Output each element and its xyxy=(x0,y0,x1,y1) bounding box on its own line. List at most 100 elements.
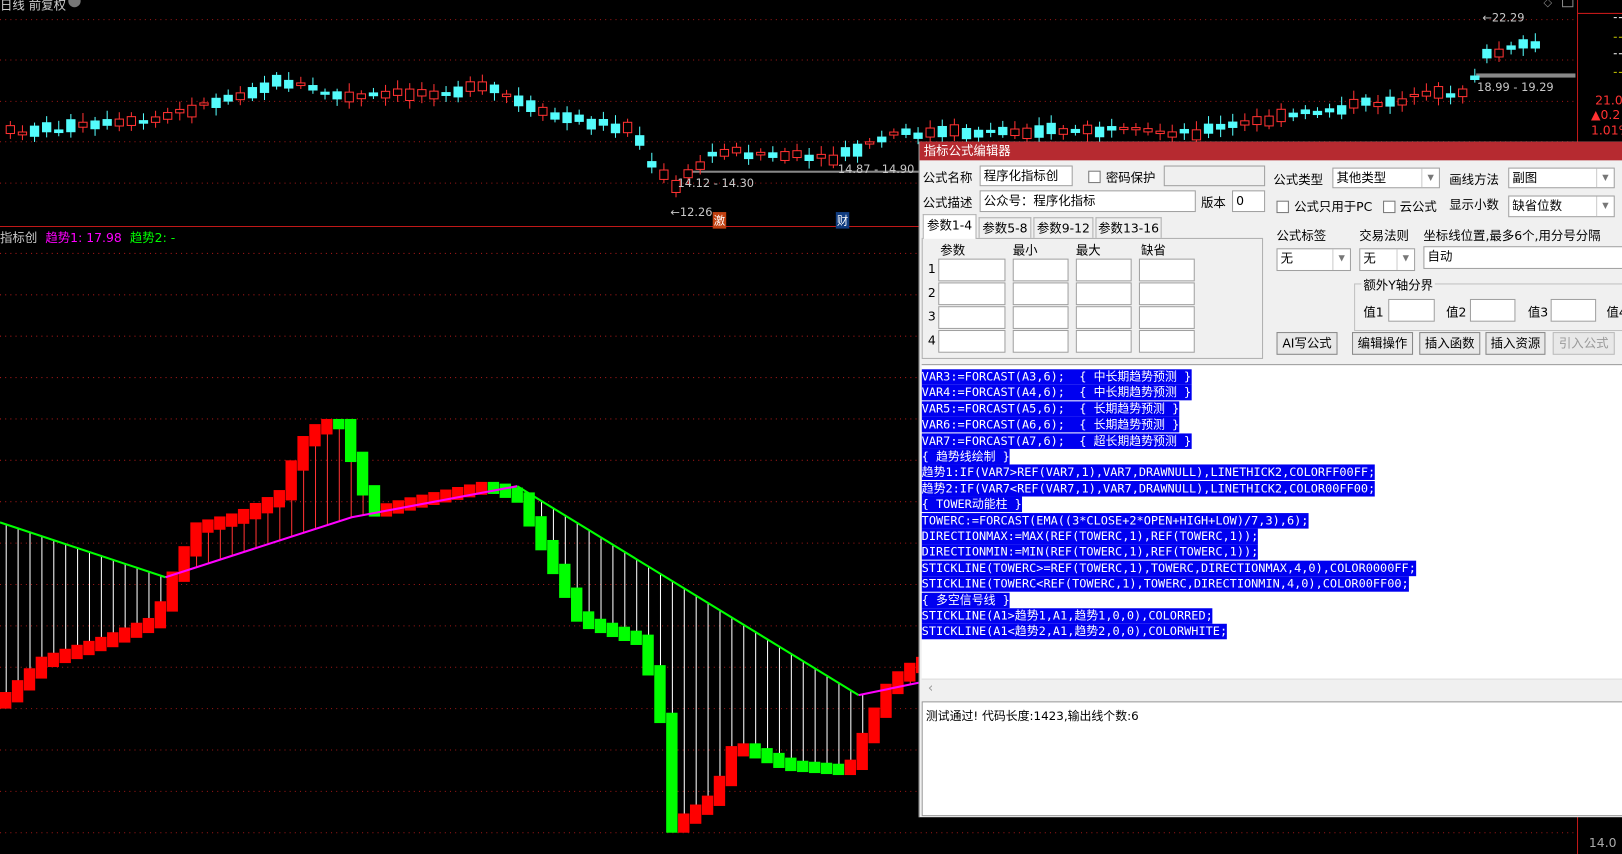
window-icon[interactable] xyxy=(1562,0,1574,8)
password-checkbox[interactable] xyxy=(1088,170,1101,184)
decimals-value: 缺省位数 xyxy=(1512,198,1563,214)
edit-operation-button[interactable]: 编辑操作 xyxy=(1352,332,1414,355)
trend-line xyxy=(858,681,919,697)
candle-body xyxy=(1324,108,1335,113)
candle-body xyxy=(550,112,560,120)
param-4-default-input[interactable] xyxy=(1138,329,1195,353)
diamond-icon[interactable]: ◇ xyxy=(1543,0,1553,10)
candle-body xyxy=(1494,48,1504,58)
tower-bar xyxy=(59,648,71,664)
tab-params-13-16[interactable]: 参数13-16 xyxy=(1095,217,1162,238)
param-2-max-input[interactable] xyxy=(1075,282,1132,306)
formula-desc-label: 公式描述 xyxy=(922,195,973,210)
tower-bar xyxy=(344,418,357,463)
tab-params-1-4[interactable]: 参数1-4 xyxy=(922,214,977,239)
tower-bar xyxy=(618,626,630,642)
tab-params-5-8[interactable]: 参数5-8 xyxy=(978,217,1032,238)
formula-desc-input[interactable]: 公众号：程序化指标 xyxy=(979,190,1196,213)
param-4-name-input[interactable] xyxy=(938,329,1006,353)
tower-bar xyxy=(856,732,868,771)
password-input[interactable] xyxy=(1163,165,1266,187)
param-4-max-input[interactable] xyxy=(1075,329,1132,353)
param-3-max-input[interactable] xyxy=(1075,306,1132,329)
code-line: { 多空信号线 } xyxy=(921,592,1010,608)
indicator-legend: 指标创 趋势1: 17.98 趋势2: - xyxy=(0,229,175,247)
tower-bar xyxy=(535,516,547,551)
candle-body xyxy=(284,79,294,89)
trend2-value: 趋势2: - xyxy=(129,230,176,246)
settings-circle-icon[interactable] xyxy=(68,0,81,8)
trade-rule-select[interactable]: 无 ▼ xyxy=(1359,248,1416,272)
pc-only-label: 公式只用于PC xyxy=(1294,199,1373,215)
scroll-left-icon[interactable]: ‹ xyxy=(927,680,934,697)
password-label: 密码保护 xyxy=(1105,170,1156,186)
code-line: VAR7:=FORCAST(A7,6); { 超长期趋势预测 } xyxy=(921,433,1192,449)
param-1-min-input[interactable] xyxy=(1012,258,1069,282)
candle-body xyxy=(937,125,947,138)
candle-body xyxy=(1470,75,1480,80)
insert-resource-button[interactable]: 插入资源 xyxy=(1485,332,1546,355)
event-badge-ji[interactable]: 激 xyxy=(712,212,727,229)
code-editor[interactable]: VAR3:=FORCAST(A3,6); { 中长期趋势预测 } VAR4:=FO… xyxy=(921,364,1622,680)
status-text: 测试通过! 代码长度:1423,输出线个数:6 xyxy=(925,708,1139,724)
cloud-checkbox[interactable] xyxy=(1383,200,1396,214)
param-3-name-input[interactable] xyxy=(938,306,1006,329)
param-3-default-input[interactable] xyxy=(1138,306,1195,329)
param-2-name-input[interactable] xyxy=(938,282,1006,306)
version-input[interactable]: 0 xyxy=(1232,190,1266,213)
param-row-number: 4 xyxy=(927,333,936,348)
candle-body xyxy=(1034,125,1044,138)
formula-name-input[interactable]: 程序化指标创 xyxy=(979,165,1073,187)
param-1-max-input[interactable] xyxy=(1075,258,1132,282)
draw-method-select[interactable]: 副图 ▼ xyxy=(1508,167,1615,189)
chevron-down-icon: ▼ xyxy=(1596,168,1614,188)
axis-position-input[interactable]: 自动 xyxy=(1423,246,1622,269)
y-value-2-label: 值2 xyxy=(1446,305,1467,320)
insert-function-button[interactable]: 插入函数 xyxy=(1419,332,1481,355)
tower-bar xyxy=(832,763,845,776)
formula-tag-select[interactable]: 无 ▼ xyxy=(1276,248,1351,272)
horizontal-scrollbar[interactable]: ‹ xyxy=(921,678,1622,698)
tower-bar xyxy=(237,508,250,524)
tower-bar xyxy=(11,680,24,703)
dialog-title[interactable]: 指标公式编辑器 xyxy=(919,141,1622,161)
trade-rule-label: 交易法则 xyxy=(1359,228,1409,244)
tower-bar xyxy=(273,490,285,508)
candle-body xyxy=(17,131,28,136)
candle-body xyxy=(780,151,790,162)
formula-type-select[interactable]: 其他类型 ▼ xyxy=(1332,167,1440,189)
decimals-select[interactable]: 缺省位数 ▼ xyxy=(1508,195,1615,218)
tower-bar xyxy=(297,436,309,471)
candle-body xyxy=(1094,126,1105,138)
param-1-default-input[interactable] xyxy=(1138,258,1195,282)
param-2-min-input[interactable] xyxy=(1012,282,1069,306)
param-2-default-input[interactable] xyxy=(1138,282,1195,306)
candle-body xyxy=(659,169,669,180)
candle-body xyxy=(1070,128,1081,133)
code-line: STICKLINE(A1<趋势2,A1,趋势2,0,0),COLORWHITE; xyxy=(921,624,1228,640)
tower-bar xyxy=(654,665,666,724)
candle-body xyxy=(441,92,451,96)
candle-body xyxy=(901,128,911,135)
tower-bar xyxy=(678,813,690,833)
import-formula-button[interactable]: 引入公式 xyxy=(1552,332,1615,355)
tab-params-9-12[interactable]: 参数9-12 xyxy=(1033,217,1094,238)
y-value-1-input[interactable] xyxy=(1388,298,1435,322)
ai-write-formula-button[interactable]: AI写公式 xyxy=(1276,332,1338,355)
candle-body xyxy=(138,120,149,124)
param-4-min-input[interactable] xyxy=(1012,329,1069,353)
candle-body xyxy=(756,151,766,156)
trend-line xyxy=(165,485,518,579)
candle-body xyxy=(949,124,960,137)
version-label: 版本 xyxy=(1200,195,1226,210)
y-value-2-input[interactable] xyxy=(1469,298,1516,322)
param-1-name-input[interactable] xyxy=(938,258,1006,282)
param-header-min: 最小 xyxy=(1012,243,1038,258)
pc-only-checkbox[interactable] xyxy=(1276,200,1289,214)
param-3-min-input[interactable] xyxy=(1012,306,1069,329)
candle-body xyxy=(175,108,185,114)
tower-bar xyxy=(475,481,488,495)
event-badge-cai[interactable]: 财 xyxy=(835,212,850,229)
y-value-3-input[interactable] xyxy=(1550,298,1597,322)
trade-rule-value: 无 xyxy=(1363,251,1376,266)
